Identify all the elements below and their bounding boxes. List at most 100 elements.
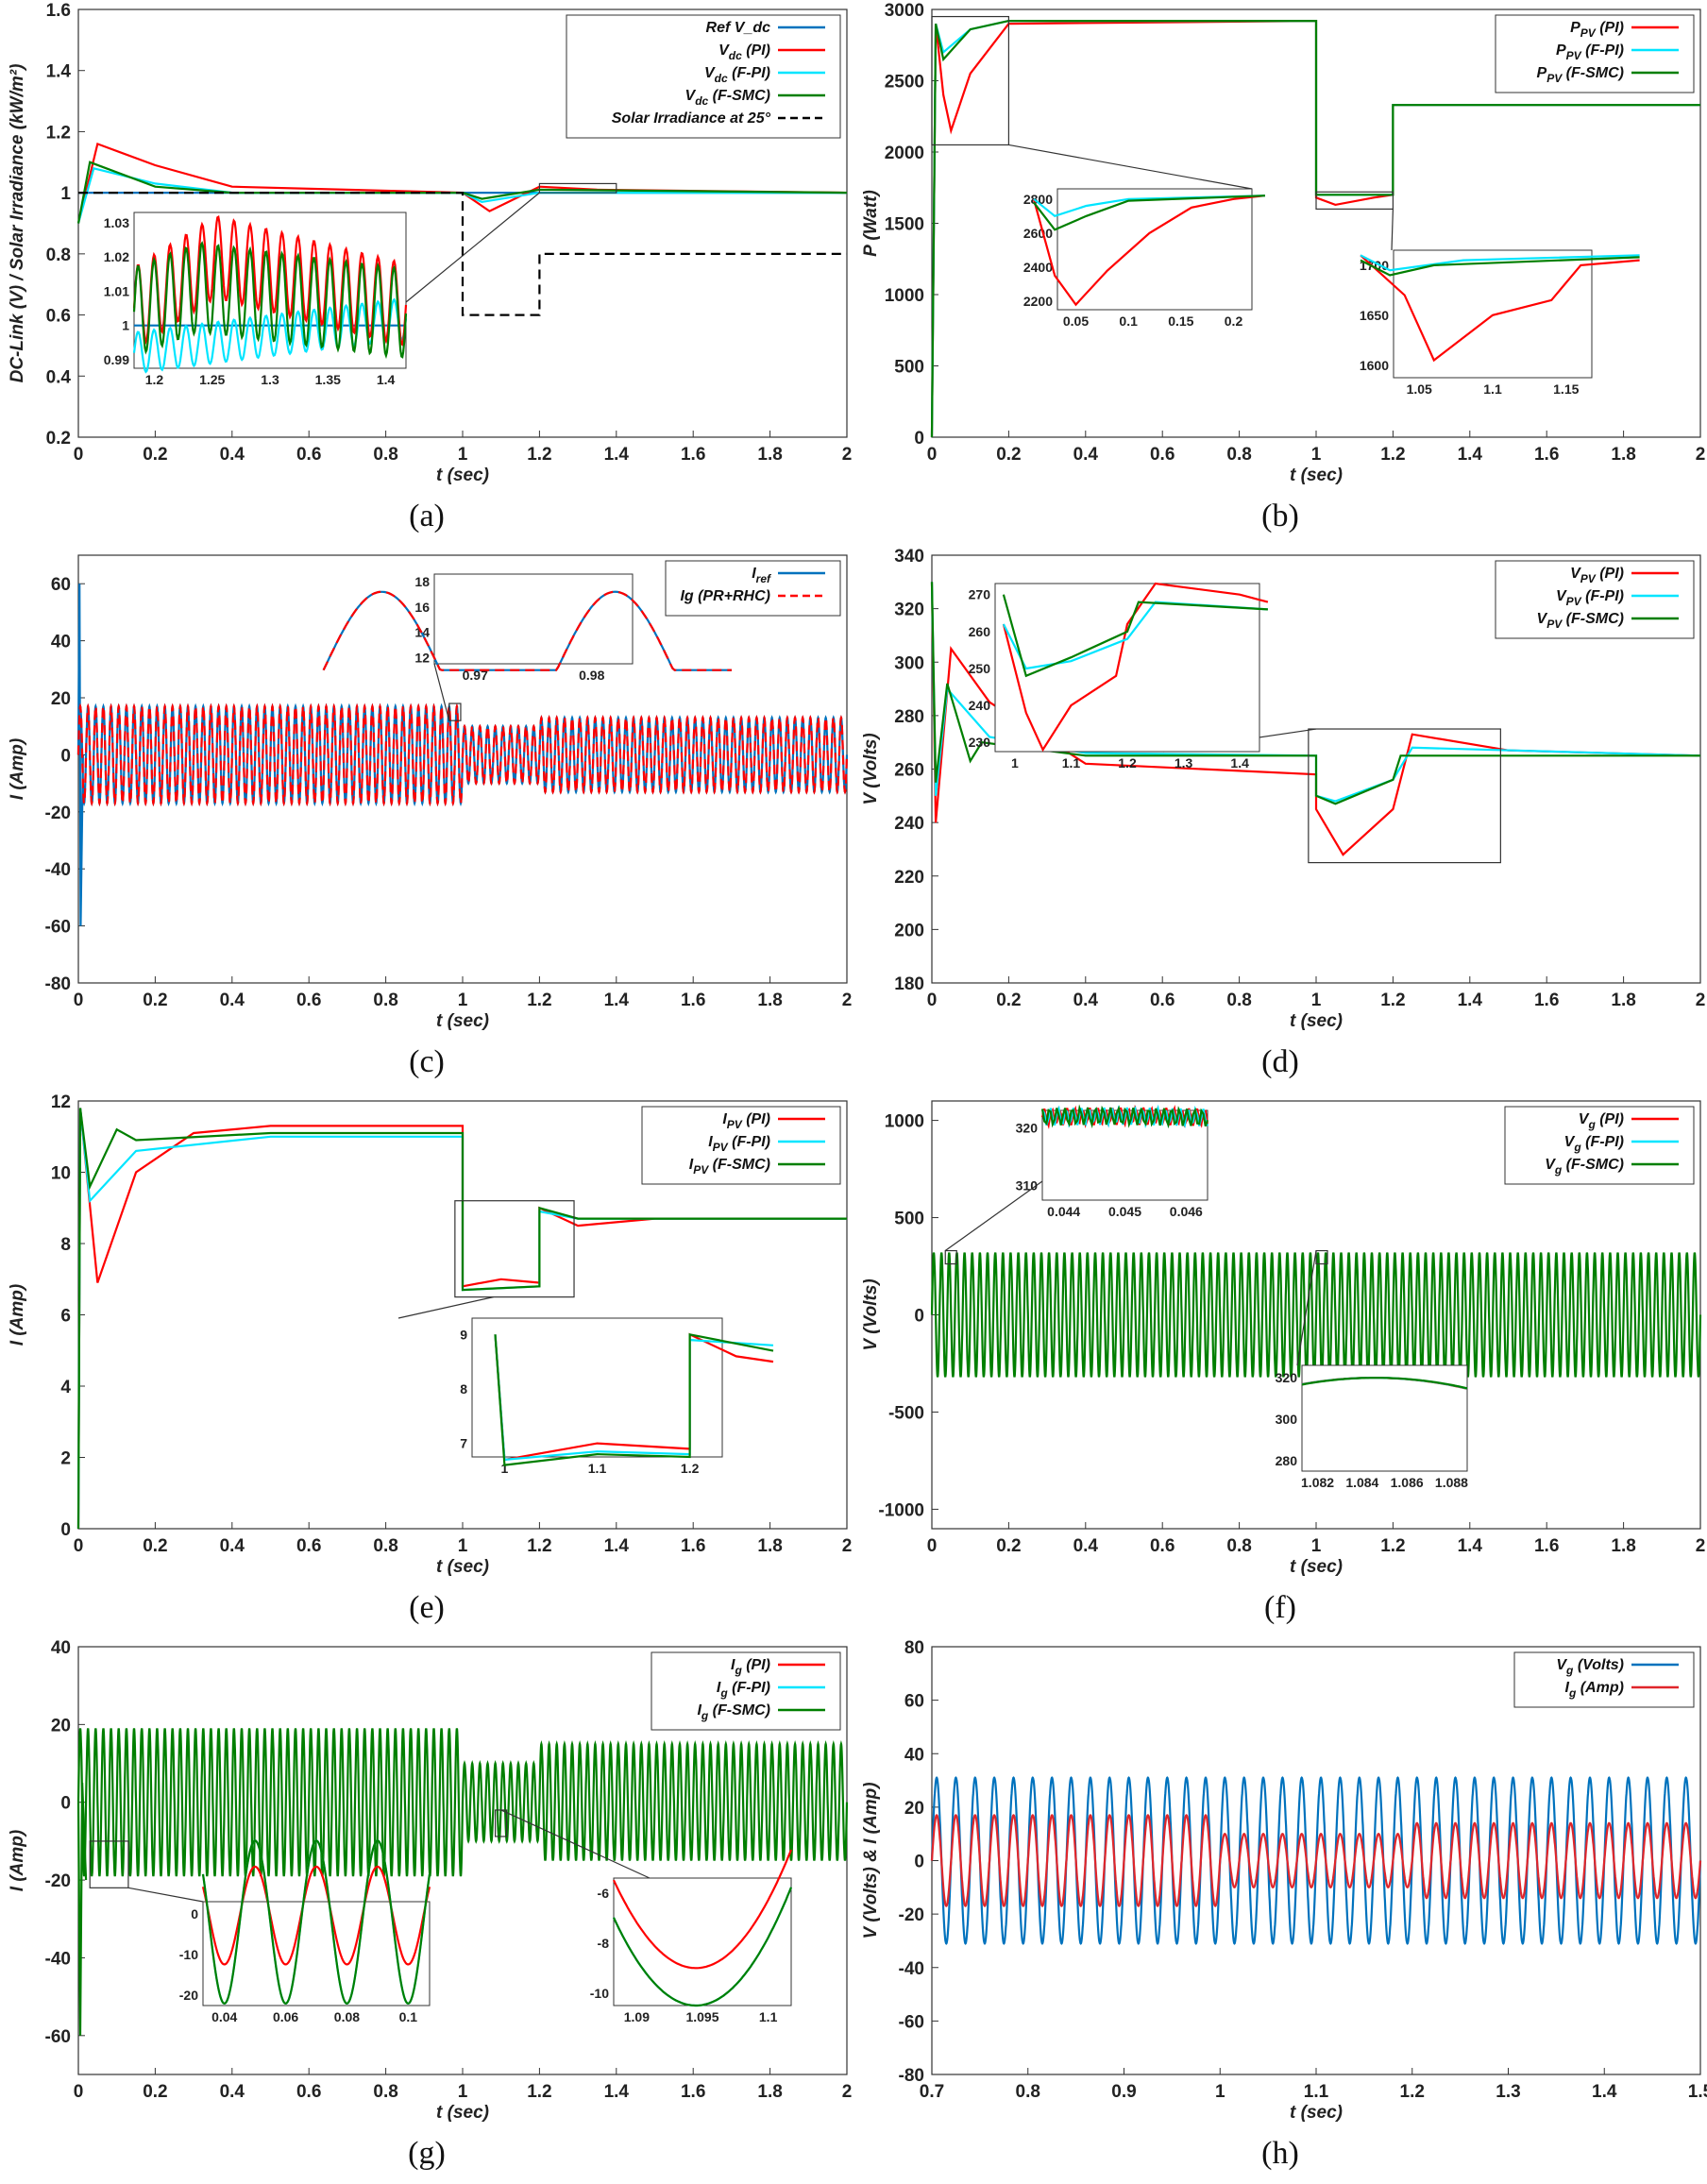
zoom-box <box>89 1840 129 1888</box>
inset-x-tick: 0.044 <box>1047 1204 1080 1219</box>
x-tick-label: 0.2 <box>143 990 167 1010</box>
y-tick-label: 0.2 <box>46 429 71 449</box>
series-line <box>930 1814 1702 1907</box>
legend-label: Ig (F-PI) <box>717 1680 770 1700</box>
y-tick-label: 1500 <box>885 215 924 235</box>
panel-label-d: (d) <box>1261 1044 1299 1079</box>
inset-frame <box>471 1317 723 1458</box>
y-tick-label: 500 <box>894 1210 924 1229</box>
inset-x-tick: 1.082 <box>1301 1475 1334 1490</box>
x-tick-label: 0.6 <box>296 1536 321 1556</box>
inset-x-tick: 0.1 <box>399 2009 418 2024</box>
inset-x-tick: 1.1 <box>1062 755 1081 770</box>
zoom-connector <box>397 1296 494 1319</box>
x-tick-label: 0.6 <box>296 2082 321 2102</box>
inset-y-tick: 16 <box>414 600 430 615</box>
x-tick-label: 1.4 <box>1458 1536 1483 1556</box>
x-tick-label: 0.2 <box>143 445 167 465</box>
legend-label: IPV (F-PI) <box>708 1134 770 1154</box>
x-tick-label: 0.8 <box>1016 2082 1040 2102</box>
inset-series <box>132 214 408 347</box>
x-tick-label: 0 <box>74 1536 84 1556</box>
inset-series <box>132 241 408 360</box>
inset-y-tick: 1.01 <box>104 283 129 298</box>
y-tick-label: 0 <box>914 1853 924 1872</box>
x-tick-label: 1.4 <box>604 2082 630 2102</box>
panel-label-h: (h) <box>1261 2136 1299 2171</box>
y-tick-label: 2500 <box>885 73 924 93</box>
chart-g: 0 0.2 0.4 0.6 0.8 1 1.2 1.4 1.6 1.8 2-60-40-200204… <box>8 1638 852 2123</box>
x-tick-label: 1.8 <box>757 1536 782 1556</box>
series-line <box>76 703 849 807</box>
legend-box <box>665 560 841 617</box>
y-tick-label: -20 <box>45 1871 71 1891</box>
inset-y-tick: 0 <box>191 1906 198 1922</box>
inset-x-tick: 0.06 <box>273 2009 298 2024</box>
legend-label: Vdc (F-SMC) <box>685 88 770 108</box>
inset-x-tick: 1.1 <box>759 2009 778 2024</box>
legend-label: VPV (PI) <box>1570 566 1624 585</box>
panel-label-c: (c) <box>409 1044 445 1079</box>
y-tick-label: -60 <box>45 918 71 938</box>
panel-label-b: (b) <box>1261 499 1299 533</box>
legend-label: PPV (PI) <box>1570 20 1624 40</box>
x-tick-label: 1.2 <box>527 1536 551 1556</box>
inset-series <box>1002 594 1268 678</box>
inset-x-tick: 0.045 <box>1108 1204 1141 1219</box>
x-tick-label: 1.2 <box>527 2082 551 2102</box>
inset-y-tick: 1 <box>122 318 129 333</box>
zoom-connector <box>1296 1250 1317 1366</box>
x-axis-label: t (sec) <box>1290 466 1343 485</box>
y-tick-label: 0.8 <box>46 245 71 265</box>
series-line <box>930 1252 1702 1378</box>
inset-x-tick: 1.05 <box>1407 381 1432 397</box>
x-tick-label: 1.8 <box>757 2082 782 2102</box>
legend-label: IPV (PI) <box>722 1111 770 1131</box>
inset-y-tick: 280 <box>1276 1453 1298 1468</box>
legend-label: Vg (Volts) <box>1556 1657 1624 1677</box>
inset-x-tick: 0.08 <box>334 2009 360 2024</box>
x-tick-label: 1.6 <box>1534 1536 1559 1556</box>
panel-h: 0.7 0.8 0.9 1 1.1 1.2 1.3 1.4 1.5 -80 -60 -40 -20 0 20… <box>854 1637 1707 2183</box>
y-tick-label: 0 <box>60 746 71 766</box>
chart-e: 0 0.2 0.4 0.6 0.8 1 1.2 1.4 1.6 1.8 2 0 2 4 6 8 10 12 t (s… <box>8 1092 852 1577</box>
inset-series <box>1360 256 1640 277</box>
legend-label: VPV (F-PI) <box>1556 588 1624 608</box>
y-tick-label: 60 <box>904 1692 924 1712</box>
zoom-box <box>448 703 462 721</box>
x-tick-label: 0 <box>927 1536 938 1556</box>
x-tick-label: 1.6 <box>1534 445 1559 465</box>
inset-x-tick: 1.35 <box>315 372 341 387</box>
panel-g: 0 0.2 0.4 0.6 0.8 1 1.2 1.4 1.6 1.8 2 -60 -40 -20 0 20 4… <box>0 1637 854 2183</box>
inset-series <box>201 1839 431 2005</box>
x-tick-label: 1.6 <box>681 990 705 1010</box>
y-tick-label: 12 <box>51 1092 71 1112</box>
inset-y-tick: -8 <box>598 1936 610 1951</box>
y-tick-label: 1 <box>60 184 71 204</box>
x-tick-label: 0 <box>927 990 938 1010</box>
zoom-connector <box>433 663 450 721</box>
inset: 0.044 0.045 0.046 310 320 <box>1016 1104 1209 1219</box>
inset-y-tick: 1.02 <box>104 249 129 264</box>
inset-y-tick: -10 <box>590 1986 609 2001</box>
inset: 1.082 1.084 1.086 1.088 280 300 320 <box>1276 1364 1468 1490</box>
x-axis-label: t (sec) <box>436 2103 489 2123</box>
y-tick-label: 280 <box>894 707 924 727</box>
y-tick-label: -20 <box>45 804 71 823</box>
legend-label: Solar Irradiance at 25° <box>612 110 771 127</box>
legend-label: Ig (PR+RHC) <box>680 588 770 604</box>
inset-y-tick: -20 <box>179 1988 198 2003</box>
inset-x-tick: 1.3 <box>1175 755 1193 770</box>
inset-y-tick: 12 <box>414 650 430 665</box>
y-tick-label: -80 <box>45 974 71 994</box>
inset-y-tick: 320 <box>1016 1120 1039 1135</box>
x-tick-label: 0.8 <box>373 2082 397 2102</box>
inset: 1.2 1.25 1.3 1.35 1.4 0.99 1 1.01 1.02 1.03 <box>104 212 408 387</box>
inset-frame <box>202 1901 431 2006</box>
inset-x-tick: 1.095 <box>685 2009 718 2024</box>
inset-x-tick: 1.15 <box>1553 381 1579 397</box>
x-tick-label: 1.1 <box>1304 2082 1329 2102</box>
y-tick-label: 1.4 <box>46 62 72 82</box>
inset-series <box>613 1849 793 1970</box>
inset: 0.05 0.1 0.15 0.2 2200 2400 2600 2800 <box>1023 188 1266 329</box>
